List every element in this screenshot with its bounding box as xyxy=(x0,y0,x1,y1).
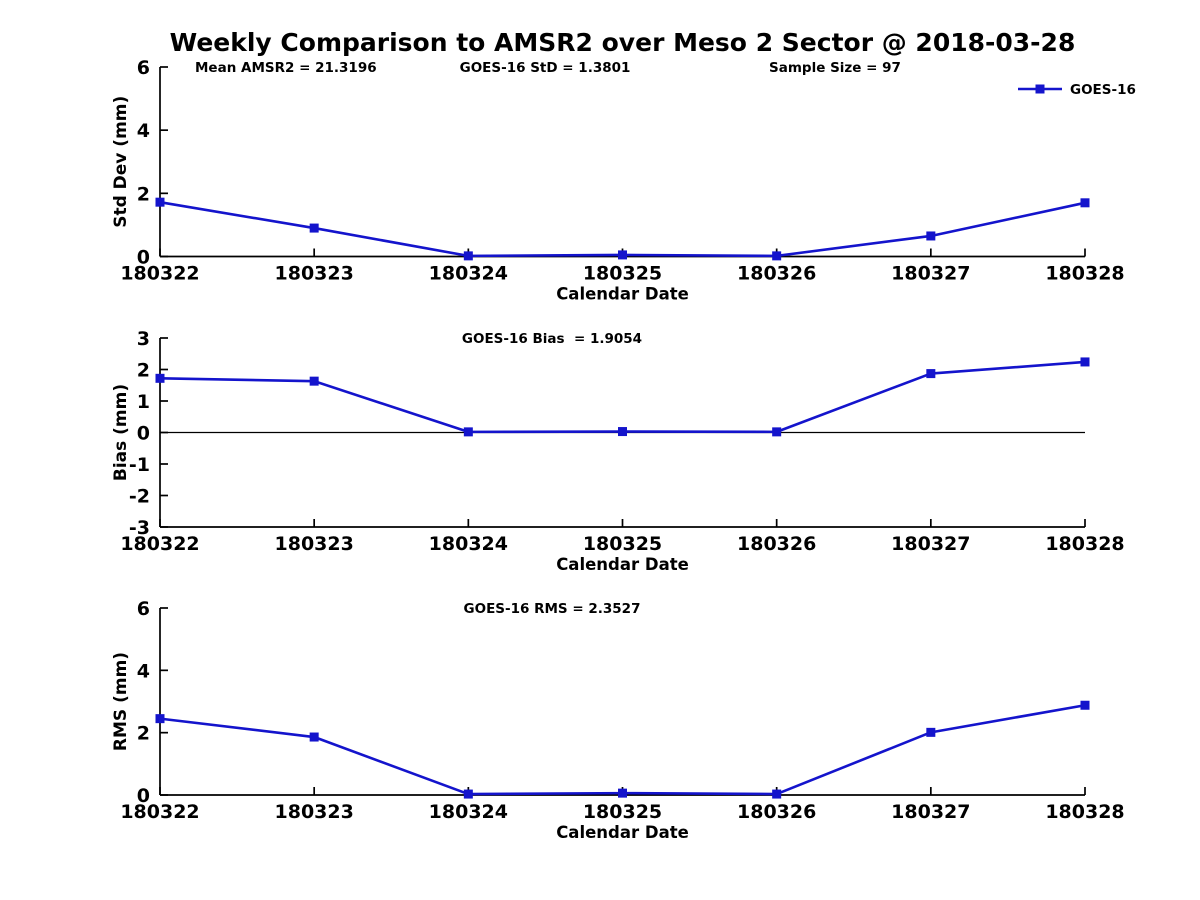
y-tick-label: 2 xyxy=(137,183,150,205)
legend-label: GOES-16 xyxy=(1070,82,1136,98)
data-point-marker xyxy=(618,788,627,798)
stat-annotation: GOES-16 RMS = 2.3527 xyxy=(464,601,641,617)
x-tick-label: 180328 xyxy=(1045,801,1124,823)
data-point-marker xyxy=(309,732,319,742)
data-point-marker xyxy=(155,714,165,724)
data-point-marker xyxy=(309,223,319,233)
x-tick-label: 180326 xyxy=(737,801,816,823)
data-point-marker xyxy=(463,251,473,261)
x-axis-title: Calendar Date xyxy=(556,285,689,304)
data-point-marker xyxy=(926,369,936,379)
data-point-marker xyxy=(618,427,627,437)
x-axis-title: Calendar Date xyxy=(556,823,689,842)
x-tick-label: 180327 xyxy=(891,533,970,555)
data-point-marker xyxy=(155,373,165,383)
x-tick-label: 180323 xyxy=(275,263,354,285)
data-point-marker xyxy=(772,789,782,799)
y-tick-label: -1 xyxy=(129,454,150,476)
stat-annotation: GOES-16 Bias = 1.9054 xyxy=(462,331,642,347)
y-tick-label: 3 xyxy=(137,328,150,350)
x-tick-label: 180328 xyxy=(1045,533,1124,555)
x-tick-label: 180326 xyxy=(737,533,816,555)
x-tick-label: 180325 xyxy=(583,263,662,285)
stat-annotation: Sample Size = 97 xyxy=(769,60,901,76)
x-tick-label: 180322 xyxy=(120,801,199,823)
x-tick-label: 180324 xyxy=(429,263,508,285)
x-tick-label: 180322 xyxy=(120,533,199,555)
series-line-std-dev xyxy=(159,200,1086,258)
x-tick-label: 180327 xyxy=(891,263,970,285)
y-tick-label: 0 xyxy=(137,423,150,445)
figure-title: Weekly Comparison to AMSR2 over Meso 2 S… xyxy=(169,28,1076,57)
data-point-marker xyxy=(463,789,473,799)
x-tick-label: 180327 xyxy=(891,801,970,823)
y-tick-label: 2 xyxy=(137,360,150,382)
chart-panel-rms: 0 2 4 6 180322 180323 180324 180325 180326 180327… xyxy=(111,598,1125,842)
series-line-bias xyxy=(159,360,1086,434)
x-tick-label: 180323 xyxy=(275,801,354,823)
data-point-marker xyxy=(155,197,165,207)
data-point-marker xyxy=(309,376,319,386)
y-tick-label: 4 xyxy=(137,660,150,682)
y-tick-label: 0 xyxy=(137,247,150,269)
legend: GOES-16 xyxy=(1018,82,1136,98)
data-point-marker xyxy=(926,727,936,737)
data-point-marker xyxy=(1080,357,1090,367)
x-tick-label: 180326 xyxy=(737,263,816,285)
series-line-rms xyxy=(159,703,1086,796)
x-tick-label: 180322 xyxy=(120,263,199,285)
y-axis-title: Std Dev (mm) xyxy=(111,96,131,228)
y-tick-label: 6 xyxy=(137,598,150,620)
y-tick-label: -3 xyxy=(129,517,150,539)
data-point-marker xyxy=(618,250,627,260)
y-tick-label: 6 xyxy=(137,57,150,79)
y-tick-label: 0 xyxy=(137,785,150,807)
x-tick-label: 180325 xyxy=(583,801,662,823)
y-axis-title: RMS (mm) xyxy=(111,652,131,751)
y-axis-title: Bias (mm) xyxy=(111,384,131,481)
chart-panel-std-dev: 0 2 4 6 180322 180323 180324 180325 180326 180327… xyxy=(111,57,1136,304)
data-point-marker xyxy=(772,251,782,261)
y-tick-label: 1 xyxy=(137,391,150,413)
data-point-marker xyxy=(463,427,473,437)
x-tick-label: 180328 xyxy=(1045,263,1124,285)
stat-annotation: Mean AMSR2 = 21.3196 xyxy=(195,60,377,76)
data-point-marker xyxy=(926,231,936,241)
data-point-marker xyxy=(772,427,782,437)
legend-marker xyxy=(1035,84,1045,94)
x-axis-title: Calendar Date xyxy=(556,555,689,574)
stat-annotation: GOES-16 StD = 1.3801 xyxy=(460,60,631,76)
y-tick-label: -2 xyxy=(129,486,150,508)
x-tick-label: 180324 xyxy=(429,801,508,823)
data-point-marker xyxy=(1080,700,1090,710)
data-point-marker xyxy=(1080,198,1090,208)
y-tick-label: 2 xyxy=(137,723,150,745)
x-tick-label: 180323 xyxy=(275,533,354,555)
x-tick-label: 180324 xyxy=(429,533,508,555)
y-tick-label: 4 xyxy=(137,120,150,142)
x-tick-label: 180325 xyxy=(583,533,662,555)
